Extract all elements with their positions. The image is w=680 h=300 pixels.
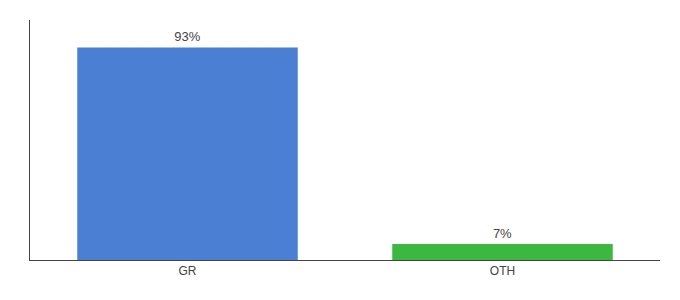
svg-text:93%: 93% [174,29,200,44]
svg-text:GR: GR [179,264,197,278]
svg-text:OTH: OTH [490,264,515,278]
svg-text:7%: 7% [493,226,512,241]
